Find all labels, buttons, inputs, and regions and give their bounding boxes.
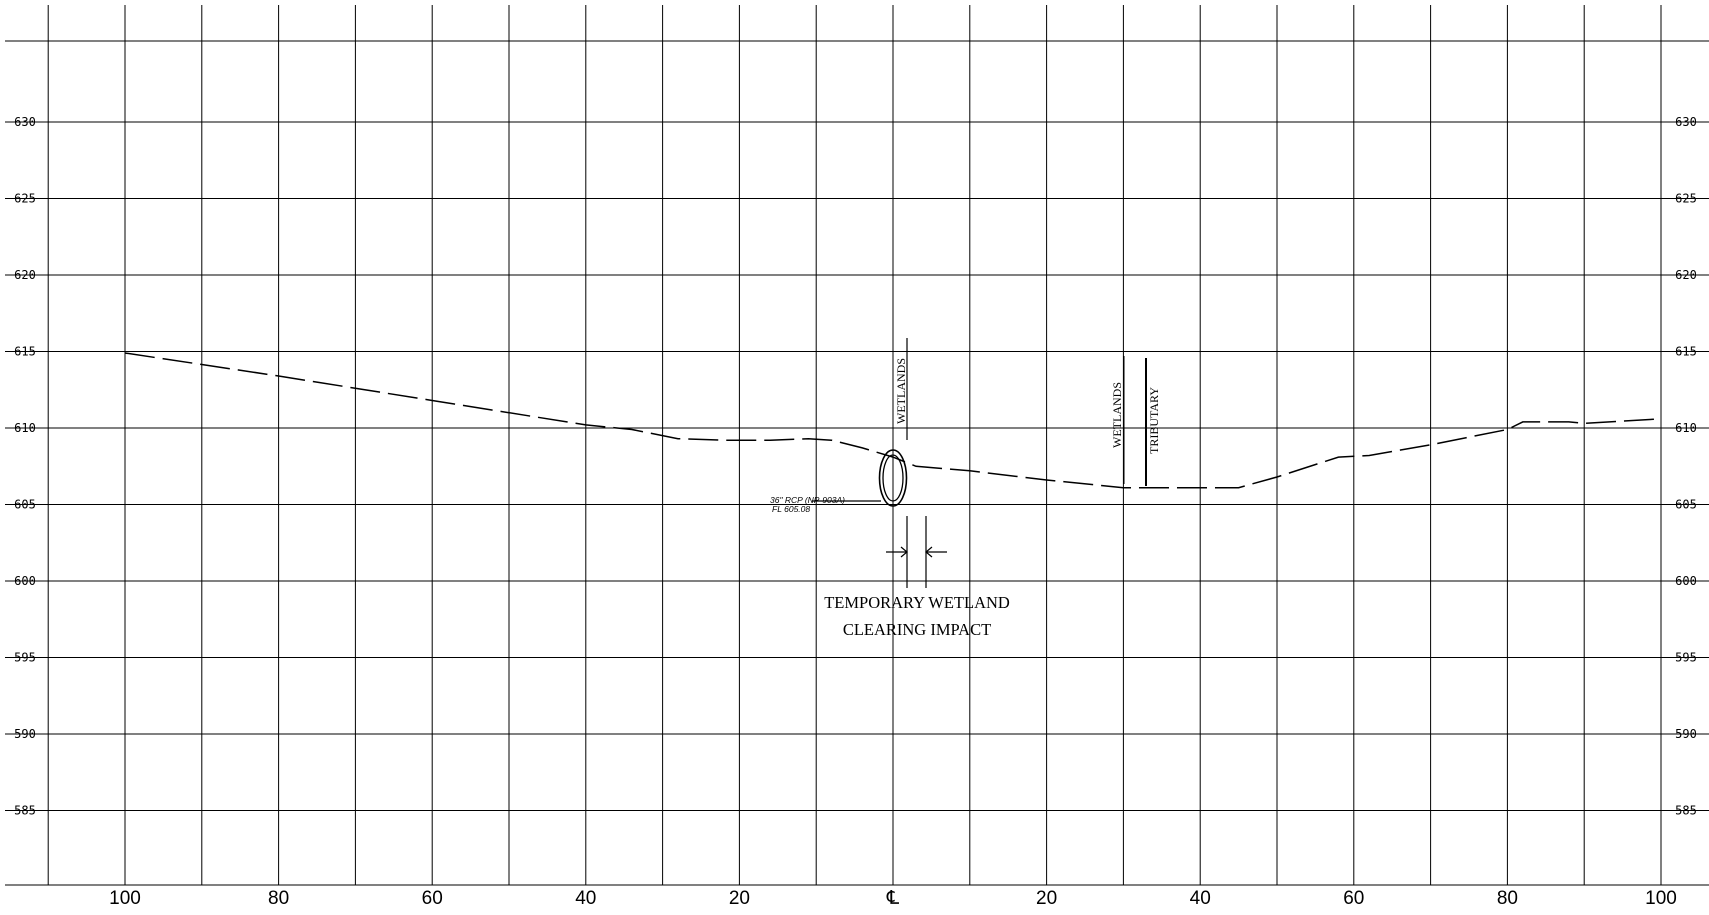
station-label: 60 (1343, 888, 1364, 909)
impact-arrowhead-left (900, 546, 908, 558)
elevation-label-left: 610 (14, 421, 36, 435)
station-label: 40 (575, 888, 596, 909)
elevation-label-right: 600 (1675, 574, 1697, 588)
elevation-label-right: 625 (1675, 192, 1697, 206)
station-label: 80 (1497, 888, 1518, 909)
elevation-label-right: 590 (1675, 727, 1697, 741)
pipe-callout-line1: 36" RCP (NP-903A) (770, 495, 845, 505)
pipe-outer (878, 449, 908, 507)
pipe-callout: 36" RCP (NP-903A) FL 605.08 (770, 495, 881, 514)
wetlands-label-left: WETLANDS (894, 358, 908, 424)
elevation-label-left: 585 (14, 804, 36, 818)
impact-dimension (886, 516, 947, 588)
elevation-label-right: 615 (1675, 345, 1697, 359)
station-label: 100 (1645, 888, 1677, 909)
elevation-labels: 630 630 625 625 620 620 615 615 610 610 605 605 600 6… (14, 115, 1697, 818)
station-labels: 100 80 60 40 20 ℄ 20 40 60 80 100 (109, 888, 1677, 909)
station-label: 20 (1036, 888, 1057, 909)
elevation-label-right: 585 (1675, 804, 1697, 818)
station-label: 80 (268, 888, 289, 909)
elevation-label-left: 590 (14, 727, 36, 741)
elevation-label-left: 600 (14, 574, 36, 588)
wetlands-marker-right: WETLANDS (1110, 356, 1125, 484)
elevation-label-right: 605 (1675, 498, 1697, 512)
elevation-label-left: 595 (14, 651, 36, 665)
station-label: 60 (422, 888, 443, 909)
elevation-label-left: 605 (14, 498, 36, 512)
elevation-label-right: 595 (1675, 651, 1697, 665)
impact-label-line1: TEMPORARY WETLAND (824, 593, 1010, 612)
tributary-label: TRIBUTARY (1147, 387, 1161, 454)
impact-label-line2: CLEARING IMPACT (843, 620, 991, 639)
existing-ground-line (124, 352, 1662, 489)
pipe-callout-line2: FL 605.08 (772, 504, 810, 514)
wetlands-label-right: WETLANDS (1110, 382, 1124, 448)
elevation-label-right: 630 (1675, 115, 1697, 129)
elevation-label-left: 620 (14, 268, 36, 282)
elevation-label-right: 620 (1675, 268, 1697, 282)
pipe-symbol (878, 449, 908, 507)
elevation-label-left: 625 (14, 192, 36, 206)
station-label: 100 (109, 888, 141, 909)
elevation-label-right: 610 (1675, 421, 1697, 435)
elevation-label-left: 630 (14, 115, 36, 129)
centerline-label: ℄ (886, 888, 900, 909)
pipe-inner (882, 454, 904, 502)
wetlands-marker-left: WETLANDS (894, 338, 908, 440)
station-label: 40 (1190, 888, 1211, 909)
ground-profile (124, 352, 1662, 489)
elevation-label-left: 615 (14, 345, 36, 359)
impact-arrowhead-right (925, 546, 933, 558)
tributary-marker: TRIBUTARY (1145, 358, 1161, 486)
grid (5, 5, 1709, 886)
station-label: 20 (729, 888, 750, 909)
